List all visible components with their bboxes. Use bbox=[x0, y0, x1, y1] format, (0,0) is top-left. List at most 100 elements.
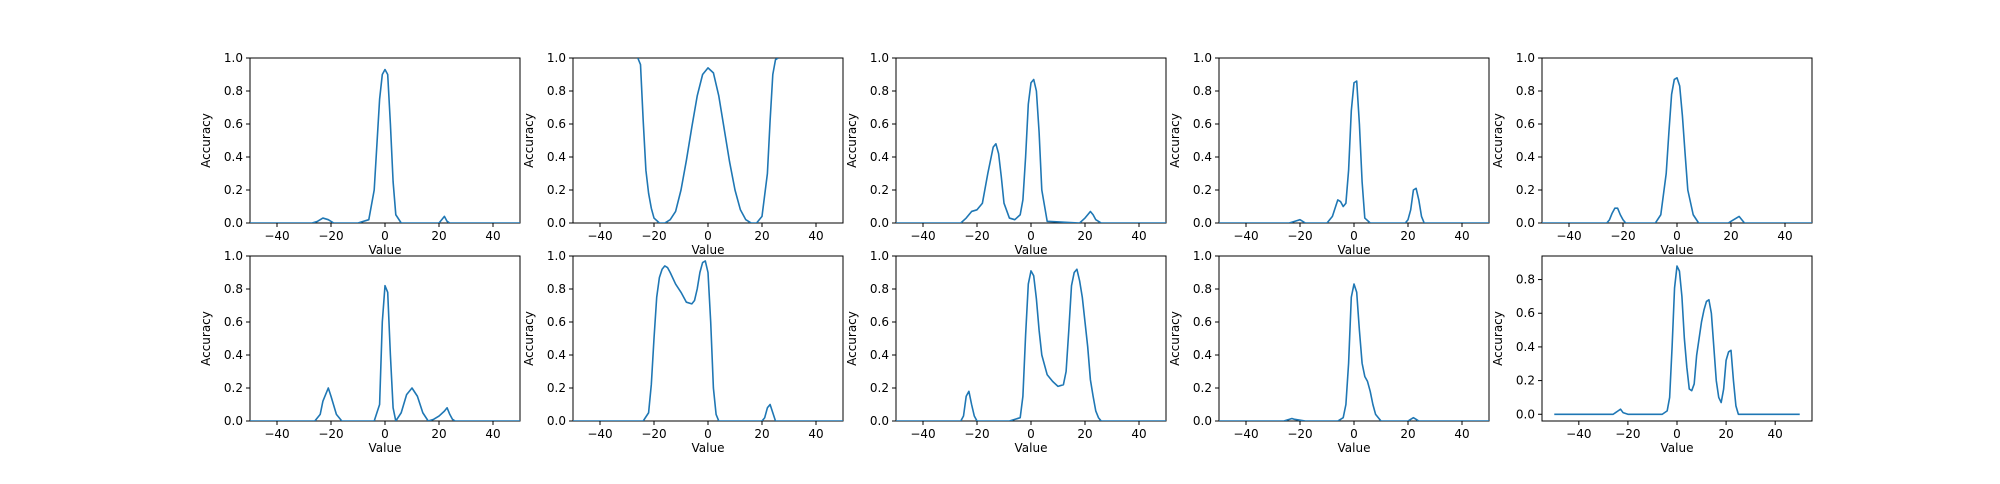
y-tick-label: 1.0 bbox=[870, 249, 889, 263]
plot-frame bbox=[1541, 57, 1813, 224]
y-axis-label: Accuracy bbox=[845, 311, 859, 366]
x-tick-label: 40 bbox=[485, 427, 500, 441]
x-tick-label: 20 bbox=[1718, 427, 1733, 441]
y-tick-label: 0.8 bbox=[547, 84, 566, 98]
x-tick-label: −20 bbox=[1287, 427, 1312, 441]
x-tick-label: −20 bbox=[1615, 427, 1640, 441]
y-tick-label: 1.0 bbox=[1516, 51, 1535, 65]
y-axis-label: Accuracy bbox=[845, 113, 859, 168]
x-tick-label: 20 bbox=[431, 229, 446, 243]
x-tick-label: 40 bbox=[808, 427, 823, 441]
y-tick-label: 0.8 bbox=[870, 282, 889, 296]
y-tick-label: 0.8 bbox=[547, 282, 566, 296]
x-tick-label: 20 bbox=[754, 229, 769, 243]
x-tick-label: 20 bbox=[431, 427, 446, 441]
plot-frame bbox=[895, 255, 1167, 422]
x-tick-label: −40 bbox=[264, 229, 289, 243]
y-tick-label: 0.8 bbox=[1516, 84, 1535, 98]
x-tick-label: −20 bbox=[641, 229, 666, 243]
subplot-9: −40 −20 0 20 40 0.0 0.2 0.4 0.6 0.8 1.0 Value Accura… bbox=[1168, 249, 1490, 455]
x-axis-label: Value bbox=[1661, 243, 1694, 257]
plot-frame bbox=[572, 57, 844, 224]
x-axis-label: Value bbox=[1338, 243, 1371, 257]
y-tick-label: 1.0 bbox=[224, 51, 243, 65]
y-tick-label: 0.8 bbox=[1193, 282, 1212, 296]
y-tick-label: 0.8 bbox=[1193, 84, 1212, 98]
y-tick-label: 1.0 bbox=[1193, 249, 1212, 263]
y-tick-label: 0.6 bbox=[870, 315, 889, 329]
y-tick-label: 0.8 bbox=[1516, 273, 1535, 287]
y-tick-label: 0.4 bbox=[1193, 150, 1212, 164]
x-tick-label: 20 bbox=[1077, 427, 1092, 441]
x-tick-label: 0 bbox=[381, 229, 389, 243]
x-tick-label: −20 bbox=[1287, 229, 1312, 243]
x-tick-label: 40 bbox=[808, 229, 823, 243]
x-axis-label: Value bbox=[1338, 441, 1371, 455]
y-tick-label: 0.0 bbox=[224, 216, 243, 230]
series-line bbox=[250, 284, 520, 421]
subplot-5: −40 −20 0 20 40 0.0 0.2 0.4 0.6 0.8 1.0 Value Accura… bbox=[1491, 51, 1813, 257]
subplot-7: −40 −20 0 20 40 0.0 0.2 0.4 0.6 0.8 1.0 Value Accura… bbox=[522, 249, 844, 455]
y-tick-label: 0.4 bbox=[870, 150, 889, 164]
series-line bbox=[1554, 265, 1800, 416]
y-tick-label: 0.0 bbox=[1193, 414, 1212, 428]
y-tick-label: 0.2 bbox=[1516, 183, 1535, 197]
y-axis-label: Accuracy bbox=[1168, 311, 1182, 366]
y-tick-label: 0.0 bbox=[870, 414, 889, 428]
series-line bbox=[250, 68, 520, 223]
y-axis-label: Accuracy bbox=[199, 113, 213, 168]
x-axis-label: Value bbox=[1661, 441, 1694, 455]
y-tick-label: 0.0 bbox=[1516, 216, 1535, 230]
series-line bbox=[896, 78, 1166, 223]
y-tick-label: 0.2 bbox=[224, 183, 243, 197]
y-tick-label: 0.2 bbox=[547, 381, 566, 395]
y-tick-label: 0.2 bbox=[870, 183, 889, 197]
series-line bbox=[1219, 283, 1489, 421]
plot-frame bbox=[1218, 255, 1490, 422]
y-tick-label: 0.8 bbox=[870, 84, 889, 98]
y-tick-label: 0.0 bbox=[547, 216, 566, 230]
y-tick-label: 0.4 bbox=[1516, 340, 1535, 354]
y-tick-label: 0.4 bbox=[547, 150, 566, 164]
x-tick-label: −40 bbox=[1233, 427, 1258, 441]
x-tick-label: 20 bbox=[754, 427, 769, 441]
y-tick-label: 0.4 bbox=[224, 150, 243, 164]
x-tick-label: −40 bbox=[1556, 229, 1581, 243]
y-tick-label: 0.6 bbox=[224, 117, 243, 131]
x-tick-label: −20 bbox=[1610, 229, 1635, 243]
x-tick-label: −40 bbox=[1233, 229, 1258, 243]
subplot-2: −40 −20 0 20 40 0.0 0.2 0.4 0.6 0.8 1.0 Value Accura… bbox=[522, 51, 844, 257]
y-tick-label: 0.6 bbox=[1516, 117, 1535, 131]
y-tick-label: 0.4 bbox=[1193, 348, 1212, 362]
y-axis-label: Accuracy bbox=[1491, 113, 1505, 168]
plot-frame bbox=[1541, 255, 1813, 422]
subplot-1: −40 −20 0 20 40 0.0 0.2 0.4 0.6 0.8 1.0 Value Accura… bbox=[199, 51, 521, 257]
y-axis-label: Accuracy bbox=[522, 311, 536, 366]
x-tick-label: 40 bbox=[1131, 427, 1146, 441]
subplot-3: −40 −20 0 20 40 0.0 0.2 0.4 0.6 0.8 1.0 Value Accura… bbox=[845, 51, 1167, 257]
series-line bbox=[573, 260, 843, 421]
y-tick-label: 0.2 bbox=[1193, 183, 1212, 197]
series-line bbox=[1542, 77, 1812, 223]
x-tick-label: −40 bbox=[587, 229, 612, 243]
x-tick-label: 0 bbox=[1673, 427, 1681, 441]
plot-frame bbox=[249, 57, 521, 224]
x-tick-label: 0 bbox=[704, 427, 712, 441]
x-tick-label: 20 bbox=[1077, 229, 1092, 243]
y-tick-label: 0.2 bbox=[547, 183, 566, 197]
y-tick-label: 1.0 bbox=[547, 249, 566, 263]
plot-frame bbox=[249, 255, 521, 422]
series-line bbox=[1219, 80, 1489, 223]
x-tick-label: 20 bbox=[1723, 229, 1738, 243]
y-tick-label: 0.4 bbox=[547, 348, 566, 362]
x-tick-label: 40 bbox=[485, 229, 500, 243]
x-axis-label: Value bbox=[1015, 441, 1048, 455]
y-tick-label: 1.0 bbox=[1193, 51, 1212, 65]
x-axis-label: Value bbox=[692, 243, 725, 257]
x-tick-label: −40 bbox=[1566, 427, 1591, 441]
x-tick-label: 0 bbox=[381, 427, 389, 441]
y-tick-label: 1.0 bbox=[870, 51, 889, 65]
x-tick-label: 40 bbox=[1454, 427, 1469, 441]
